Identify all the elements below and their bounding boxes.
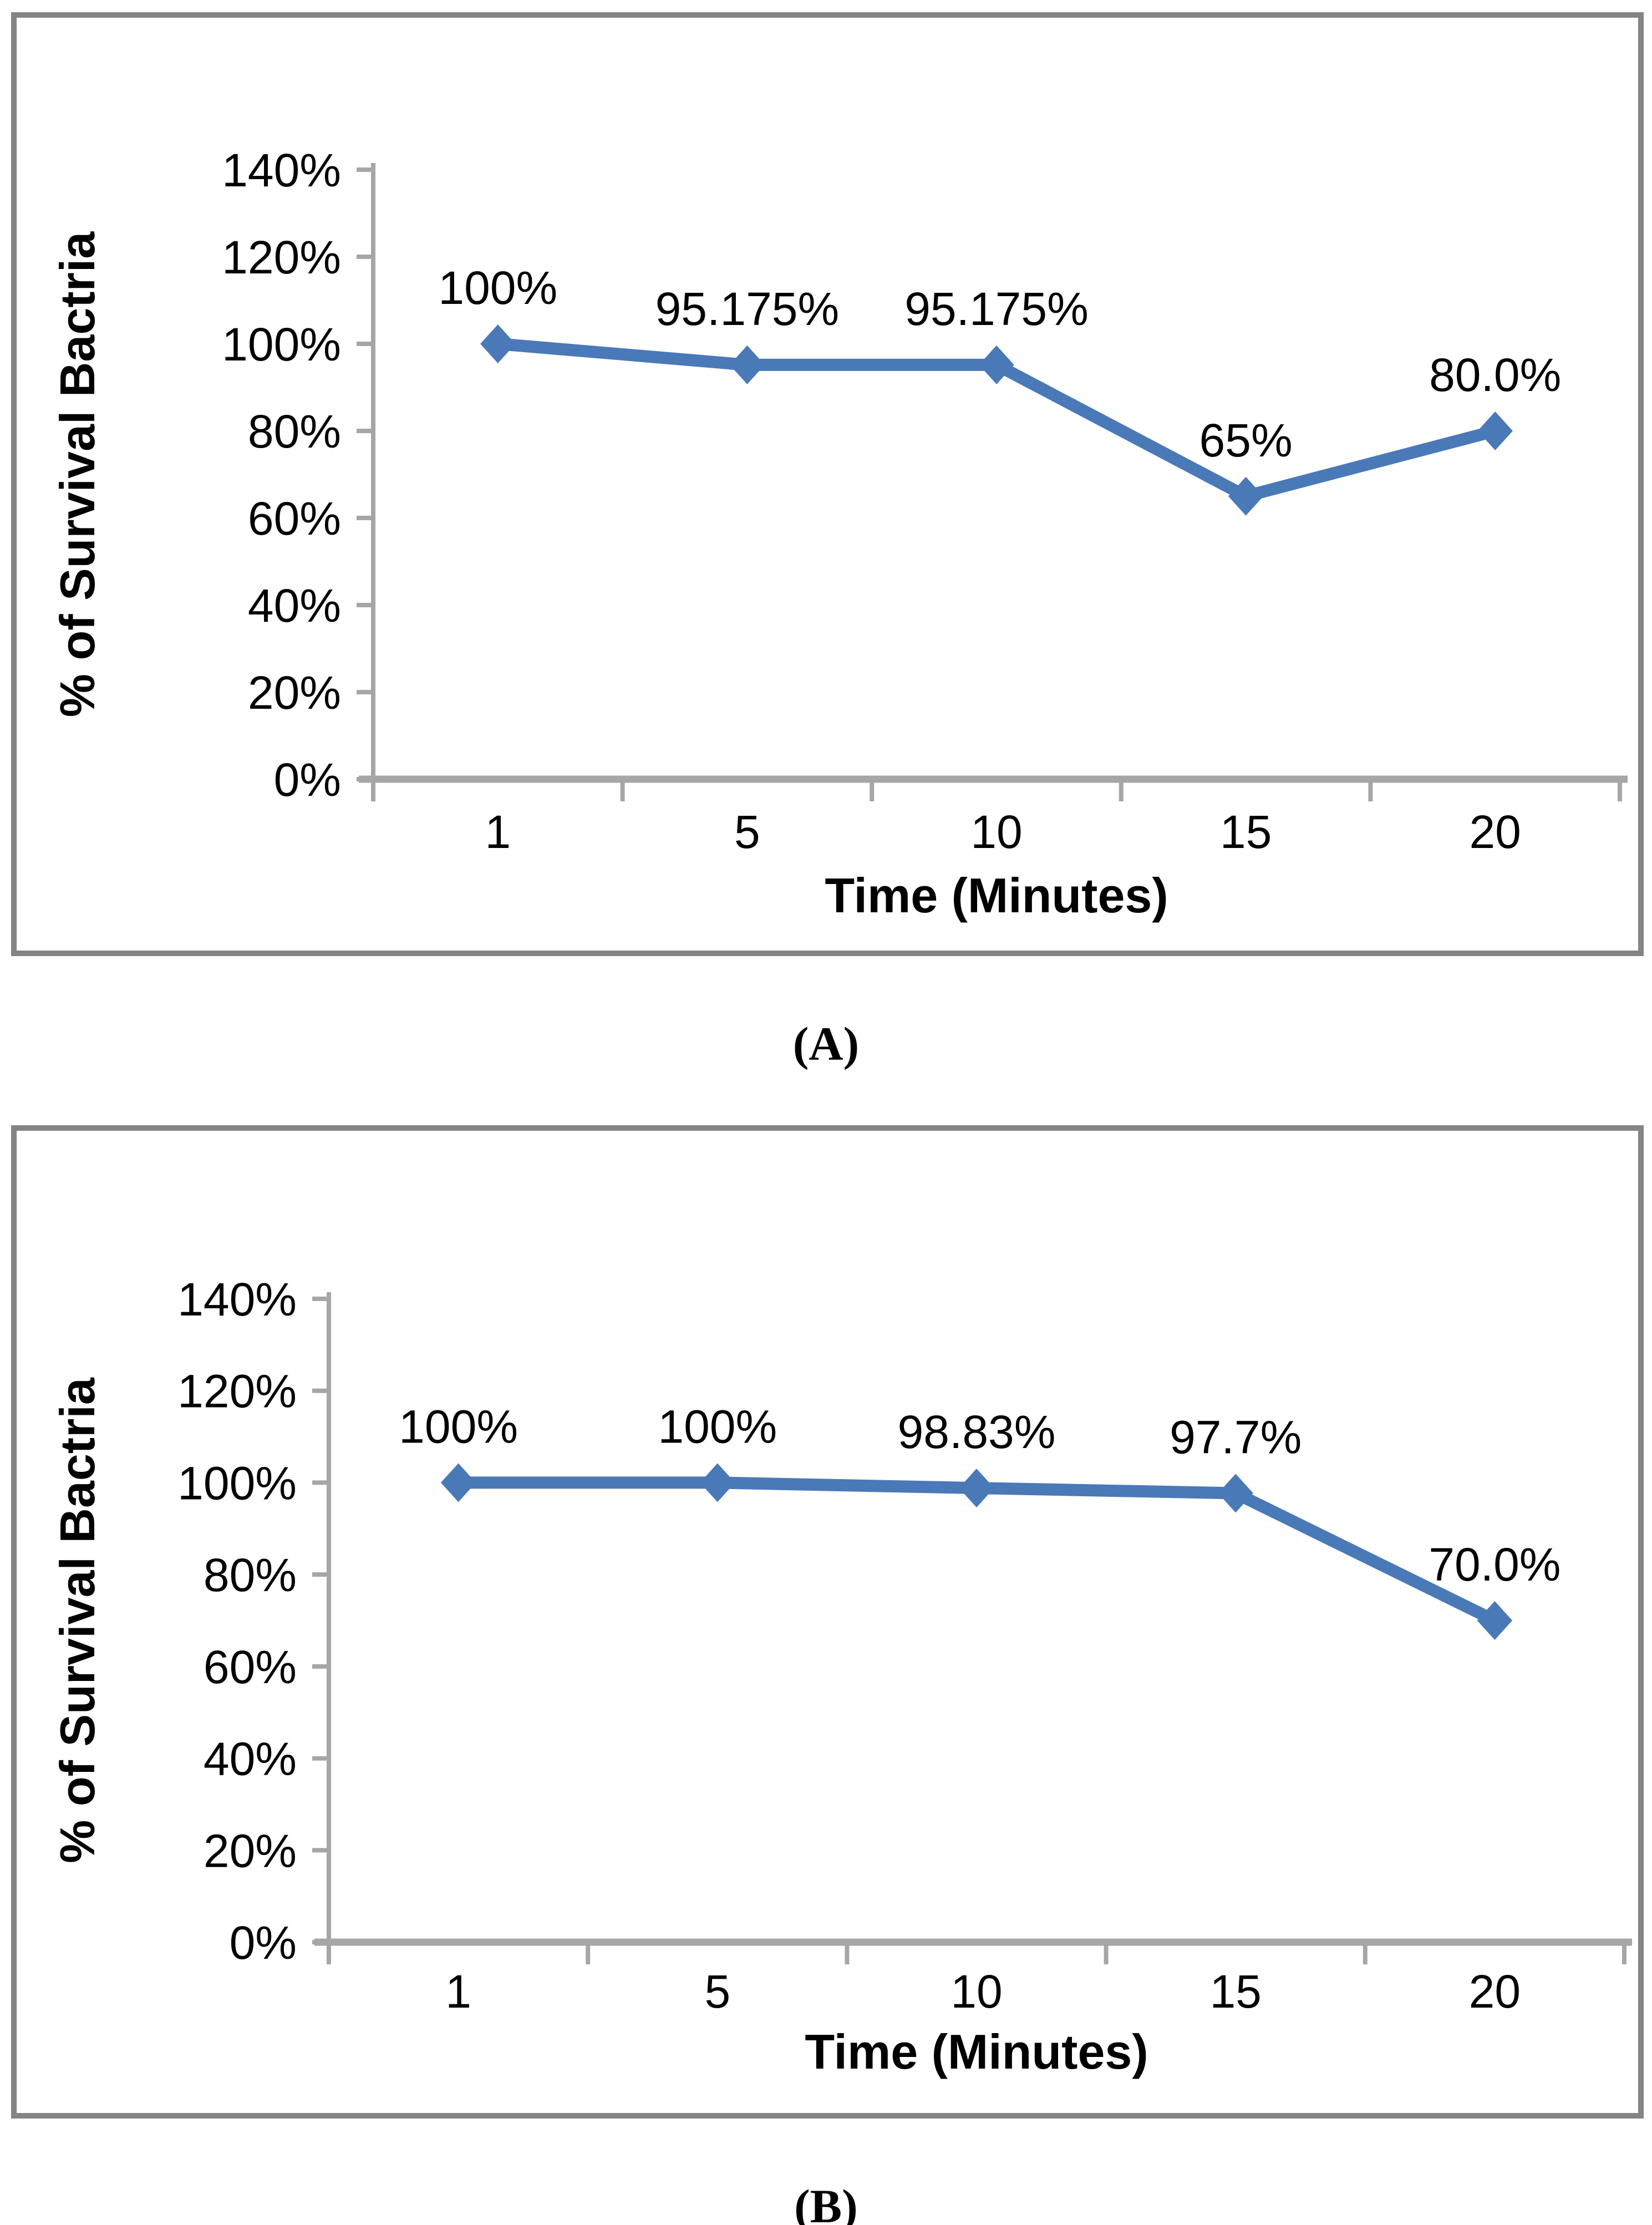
chart-panel-a: 0% 20% 40% 60% 80% 100% 120% 140% 1 5 10 15 20 Time (… bbox=[11, 12, 1644, 956]
x-tick-label: 5 bbox=[734, 806, 760, 858]
x-axis-title: Time (Minutes) bbox=[825, 868, 1168, 923]
y-tick-label: 60% bbox=[248, 492, 341, 545]
y-tick-label: 20% bbox=[248, 667, 341, 719]
x-tick-label: 15 bbox=[1220, 806, 1272, 858]
data-label: 95.175% bbox=[655, 283, 840, 335]
data-point-marker bbox=[700, 1463, 735, 1502]
chart-panel-b: 0% 20% 40% 60% 80% 100% 120% 140% 1 5 10 15 20 Time (… bbox=[11, 1125, 1644, 2119]
x-tick-label: 1 bbox=[445, 1965, 471, 2018]
data-label: 95.175% bbox=[904, 283, 1089, 335]
y-tick-label: 40% bbox=[204, 1733, 297, 1785]
x-tick-label: 10 bbox=[970, 806, 1022, 858]
x-tick-label: 10 bbox=[950, 1965, 1002, 2018]
y-axis-title: % of Survival Bactria bbox=[50, 231, 105, 718]
data-label: 97.7% bbox=[1170, 1411, 1302, 1463]
y-tick-label: 60% bbox=[204, 1641, 297, 1693]
data-point-marker bbox=[1477, 1601, 1513, 1640]
data-point-marker bbox=[480, 324, 516, 363]
data-point-marker bbox=[1218, 1474, 1253, 1513]
y-tick-label: 100% bbox=[222, 318, 341, 370]
y-tick-label: 0% bbox=[274, 754, 341, 806]
y-tick-label: 80% bbox=[204, 1549, 297, 1601]
data-label: 100% bbox=[399, 1400, 518, 1452]
data-label: 100% bbox=[438, 262, 557, 314]
y-tick-label: 0% bbox=[230, 1917, 297, 1969]
y-tick-label: 40% bbox=[248, 580, 341, 632]
y-tick-label: 140% bbox=[222, 144, 341, 196]
y-axis-title: % of Survival Bactria bbox=[50, 1377, 105, 1863]
data-point-marker bbox=[1228, 476, 1264, 516]
data-label: 100% bbox=[658, 1400, 777, 1452]
y-tick-label: 120% bbox=[177, 1365, 297, 1418]
x-tick-label: 15 bbox=[1209, 1965, 1261, 2018]
data-label: 65% bbox=[1199, 414, 1293, 466]
x-tick-label: 5 bbox=[704, 1965, 730, 2018]
y-tick-label: 100% bbox=[177, 1457, 297, 1509]
panel-b-caption: (B) bbox=[794, 2180, 858, 2225]
data-label: 70.0% bbox=[1429, 1538, 1560, 1591]
x-tick-label: 20 bbox=[1469, 806, 1521, 858]
y-tick-label: 120% bbox=[222, 231, 341, 283]
data-point-marker bbox=[440, 1463, 476, 1502]
data-point-marker bbox=[979, 345, 1014, 384]
y-tick-label: 80% bbox=[248, 405, 341, 458]
x-axis-title: Time (Minutes) bbox=[805, 2024, 1148, 2079]
y-tick-label: 20% bbox=[204, 1825, 297, 1877]
data-point-marker bbox=[1477, 412, 1513, 450]
x-tick-label: 20 bbox=[1469, 1965, 1521, 2018]
data-point-marker bbox=[729, 345, 765, 384]
x-tick-label: 1 bbox=[485, 806, 511, 858]
y-tick-label: 140% bbox=[177, 1273, 297, 1325]
data-label: 98.83% bbox=[898, 1406, 1056, 1458]
data-point-marker bbox=[959, 1469, 994, 1508]
panel-a-caption: (A) bbox=[792, 1017, 860, 1070]
data-label: 80.0% bbox=[1429, 349, 1561, 401]
